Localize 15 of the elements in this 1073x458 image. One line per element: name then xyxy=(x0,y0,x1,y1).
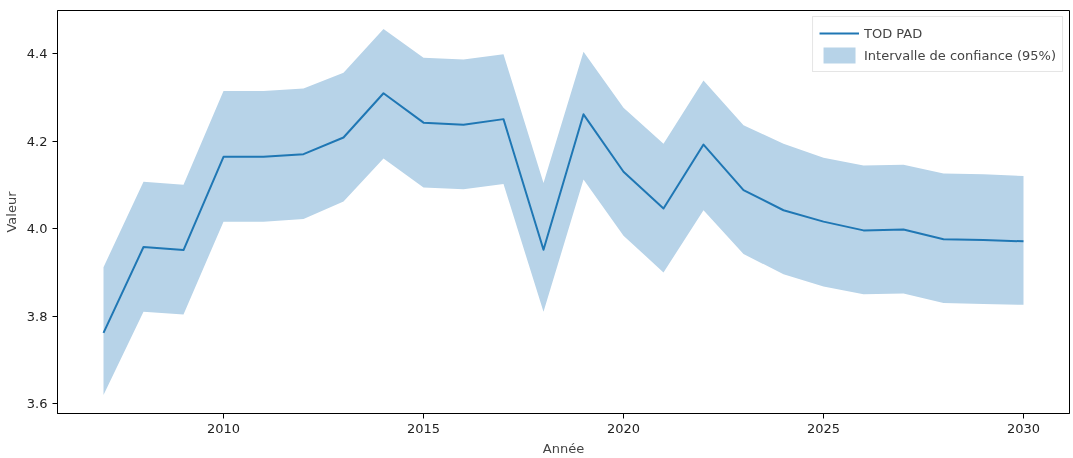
legend-label: TOD PAD xyxy=(864,25,923,41)
x-tick-label: 2010 xyxy=(206,420,241,436)
x-tick-label: 2025 xyxy=(806,420,841,436)
y-tick-label: 3.8 xyxy=(26,308,48,324)
line-series xyxy=(102,92,1025,334)
x-tick-label: 2020 xyxy=(606,420,641,436)
y-tick-label: 3.6 xyxy=(26,396,48,412)
y-axis-title: Valeur xyxy=(3,190,19,233)
x-tick-label: 2015 xyxy=(406,420,441,436)
y-tick-label: 4.0 xyxy=(26,221,48,237)
legend-label: Intervalle de confiance (95%) xyxy=(864,47,1056,63)
x-axis-title: Année xyxy=(542,440,585,456)
y-tick-label: 4.2 xyxy=(26,133,48,149)
y-tick-label: 4.4 xyxy=(26,45,48,61)
x-tick-label: 2030 xyxy=(1006,420,1041,436)
